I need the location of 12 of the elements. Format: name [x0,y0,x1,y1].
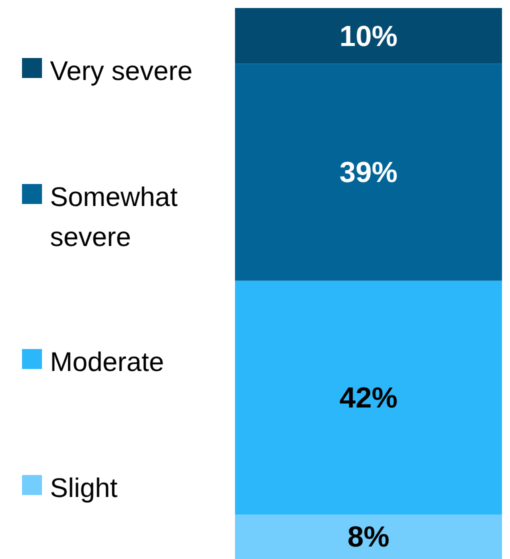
bar [235,64,502,281]
data-label: 10% [339,20,398,53]
bar [235,8,502,64]
data-label: 42% [339,382,398,415]
legend-label: Somewhat severe [50,180,179,254]
legend-label: Slight [50,472,118,506]
bar [235,280,502,514]
data-label: 39% [339,157,398,190]
bar [235,514,502,559]
data-label: 8% [348,522,390,554]
legend-label: Moderate [50,346,164,380]
legend-label: Very severe [50,54,193,88]
